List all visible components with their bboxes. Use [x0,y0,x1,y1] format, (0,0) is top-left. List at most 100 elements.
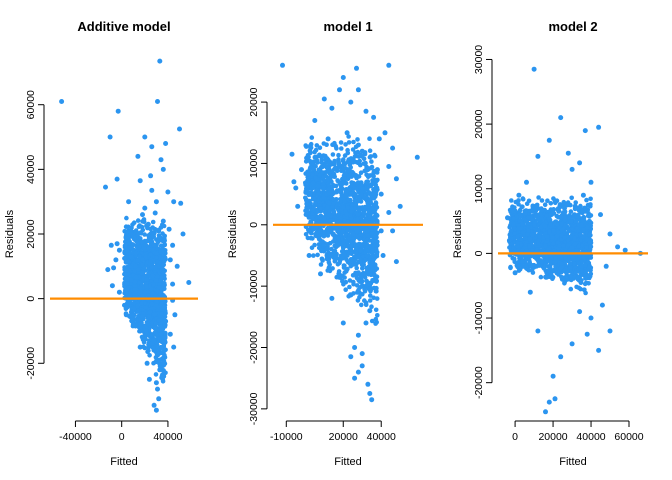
data-point [369,254,374,259]
data-point [326,265,332,270]
data-point [144,360,150,366]
data-point [543,409,548,415]
data-point [146,340,152,346]
data-point [161,304,167,310]
data-point [137,329,143,334]
data-point [158,331,164,337]
data-point [557,203,563,208]
data-point [125,224,131,230]
data-point [374,212,379,218]
data-point [317,229,323,234]
data-point [311,253,316,258]
data-point [143,243,149,248]
data-point [534,247,540,253]
data-point [520,196,526,202]
data-point [148,252,153,257]
data-point [346,140,352,145]
data-point [139,314,145,319]
data-point [373,321,378,326]
data-point [331,231,336,237]
data-point [157,367,163,373]
data-point [352,154,358,159]
data-point [137,223,142,228]
data-point [370,219,376,224]
data-point [155,99,160,104]
data-point [585,259,591,265]
data-point [386,62,392,68]
data-point [371,191,376,196]
data-point [341,282,346,287]
data-point [357,236,362,241]
data-point [357,279,363,285]
y-axis-title: Residuals [227,209,239,258]
data-point [382,130,388,136]
data-point [346,173,351,179]
data-point [149,301,155,307]
data-point [103,184,108,190]
data-point [369,231,375,236]
x-tick-label: 60000 [614,431,643,443]
data-point [530,203,536,209]
data-point [586,281,591,286]
data-point [142,232,147,237]
data-point [331,171,337,177]
data-point [348,99,354,105]
data-point [371,187,376,192]
y-tick-label: -20000 [248,331,260,364]
data-point [373,179,379,184]
data-point [588,179,594,185]
data-point [333,166,339,172]
data-point [347,278,353,283]
data-point [146,376,152,382]
data-point [583,276,588,281]
data-point [151,282,156,287]
data-point [132,235,137,240]
data-point [348,257,354,262]
data-point [364,283,370,288]
data-point [330,266,335,271]
data-point [326,168,331,174]
data-point [162,335,168,340]
data-point [310,212,315,217]
data-point [336,152,341,158]
data-point [152,210,158,216]
data-point [548,222,553,227]
data-point [321,233,327,239]
data-point [577,232,583,237]
data-point [325,204,330,210]
data-point [142,289,148,295]
data-point [310,208,316,213]
data-point [536,240,541,246]
data-point [335,228,340,234]
data-point [315,252,320,258]
data-point [517,226,523,231]
data-point [373,316,379,322]
data-point [344,130,350,136]
data-point [359,192,365,198]
data-point [326,190,332,196]
data-point [146,345,151,350]
data-point [348,191,354,197]
data-point [343,142,348,147]
data-point [577,160,583,166]
data-point [368,293,373,298]
data-point [320,239,326,244]
data-point [546,247,551,252]
data-point [362,161,368,167]
data-point [366,190,372,195]
y-tick-label: 0 [25,296,37,302]
data-point [543,243,548,249]
data-point [321,96,327,102]
data-point [340,75,346,80]
data-point [584,224,590,230]
data-point [318,271,323,277]
data-point [367,308,373,314]
data-point [143,254,148,260]
data-point [147,309,153,315]
data-point [512,270,518,276]
y-tick-label: 20000 [248,87,260,116]
data-point [153,372,159,377]
data-point [149,187,155,193]
data-point [358,274,364,280]
data-point [150,219,156,225]
